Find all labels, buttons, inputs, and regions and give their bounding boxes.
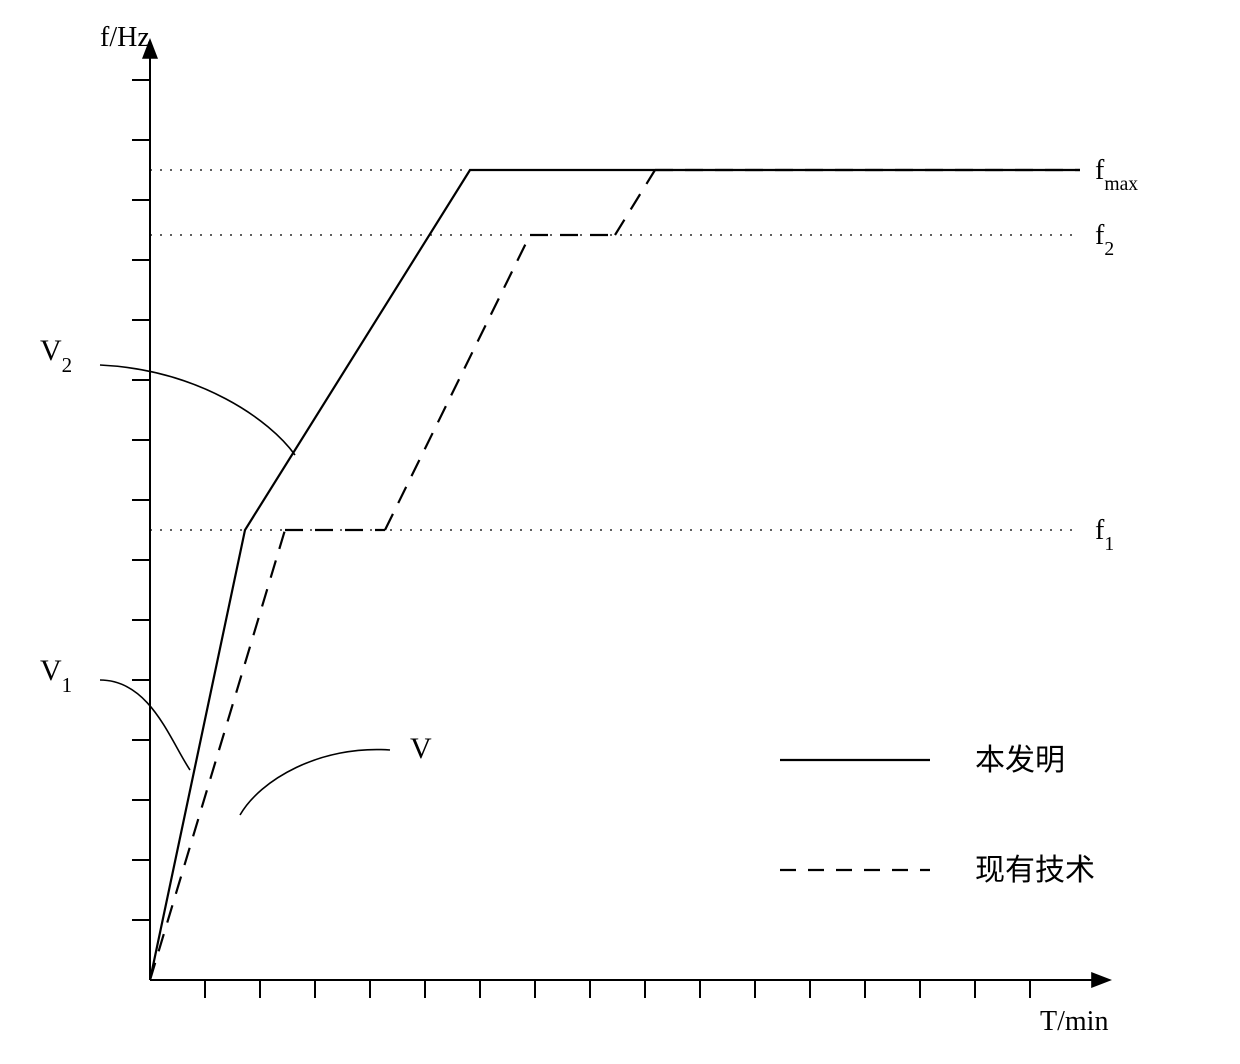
y-axis-label: f/Hz bbox=[100, 22, 150, 53]
callout-label-V: V bbox=[410, 732, 432, 765]
legend-label-solid: 本发明 bbox=[975, 744, 1065, 777]
legend-label-dashed: 现有技术 bbox=[975, 854, 1095, 887]
chart-svg: fmaxf2f1f/HzT/minV1V2V本发明现有技术 bbox=[0, 0, 1240, 1059]
chart-container: fmaxf2f1f/HzT/minV1V2V本发明现有技术 bbox=[0, 0, 1240, 1059]
x-axis-label: T/min bbox=[1040, 1006, 1108, 1037]
